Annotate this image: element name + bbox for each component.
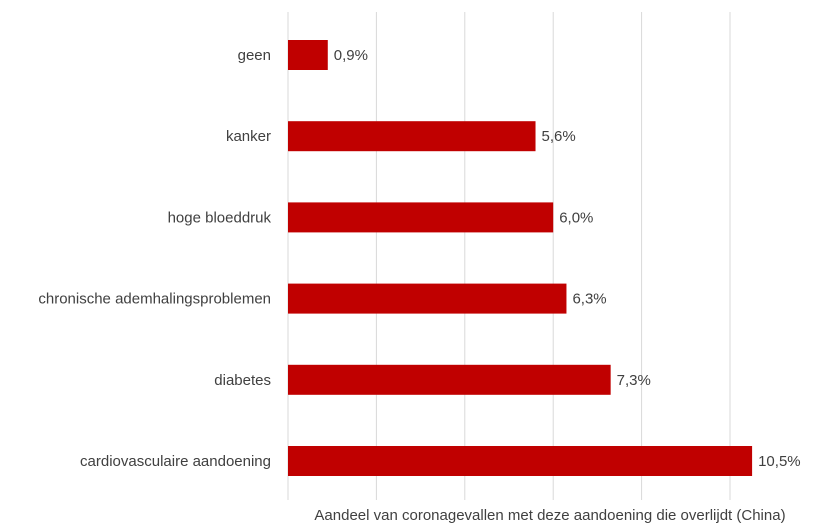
data-label: 6,0% — [559, 209, 593, 226]
category-label: diabetes — [214, 372, 271, 389]
bar — [288, 40, 328, 70]
bar — [288, 364, 611, 395]
data-label: 0,9% — [334, 47, 368, 64]
gridlines — [287, 12, 731, 500]
data-label: 5,6% — [542, 128, 576, 145]
x-axis-title: Aandeel van coronagevallen met deze aand… — [314, 507, 785, 524]
data-label: 6,3% — [572, 291, 606, 308]
bar — [288, 283, 567, 314]
category-label: chronische ademhalingsproblemen — [38, 291, 271, 308]
category-label: cardiovasculaire aandoening — [80, 453, 271, 470]
bar — [288, 446, 753, 476]
labels: geen 0,9% kanker 5,6% hoge bloeddruk 6,0% chro… — [38, 47, 800, 470]
bar — [288, 121, 536, 152]
category-label: hoge bloeddruk — [168, 209, 272, 226]
data-label: 10,5% — [758, 453, 801, 470]
bars — [288, 40, 753, 476]
category-label: kanker — [226, 128, 271, 145]
bar — [288, 202, 554, 233]
category-label: geen — [238, 47, 271, 64]
data-label: 7,3% — [617, 372, 651, 389]
